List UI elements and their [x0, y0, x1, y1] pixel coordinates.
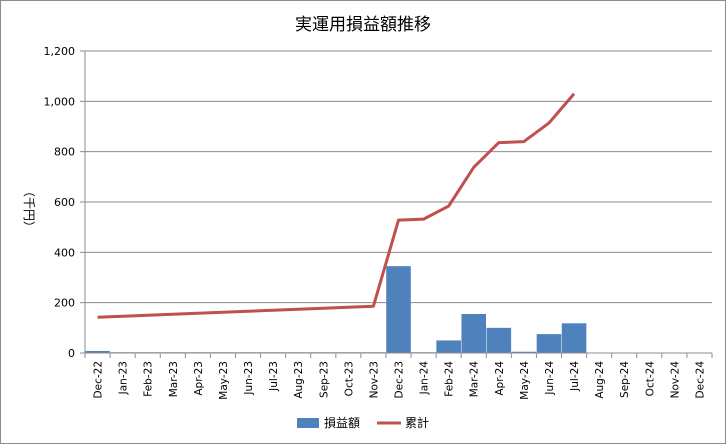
- legend-label-bar: 損益額: [324, 415, 360, 430]
- y-tick-label: 1,200: [44, 45, 76, 58]
- x-tick-label: Jan-23: [118, 361, 130, 395]
- x-tick-label: Jul-24: [569, 361, 581, 392]
- x-tick-label: Feb-24: [444, 361, 456, 397]
- x-tick-label: May-24: [519, 361, 531, 400]
- bar-Jul-24: [561, 323, 587, 353]
- x-tick-label: Nov-23: [368, 361, 380, 398]
- x-tick-label: Jun-24: [544, 361, 556, 396]
- x-tick-label: Dec-23: [394, 361, 406, 398]
- bar-Dec-23: [386, 266, 411, 353]
- bar-Mar-24: [461, 313, 487, 353]
- x-tick-label: Aug-24: [594, 361, 606, 399]
- x-tick-label: Mar-23: [168, 361, 180, 397]
- legend-label-line: 累計: [405, 415, 429, 430]
- bar-May-24: [511, 351, 537, 353]
- x-tick-labels: Dec-22 Jan-23 Feb-23 Mar-23 Apr-23 May-23 Jun-…: [93, 361, 707, 400]
- y-axis-label: （千円）: [22, 185, 36, 233]
- x-tick-label: Jul-23: [268, 361, 280, 392]
- x-tick-label: Nov-24: [669, 361, 681, 399]
- x-tick-label: Oct-24: [644, 361, 656, 397]
- y-tick-labels: 0 200 400 600 800 1,000 1,200: [44, 45, 76, 360]
- x-tick-label: Jun-23: [243, 361, 255, 396]
- x-tick-label: Apr-24: [494, 361, 506, 396]
- y-tick-label: 200: [54, 297, 75, 310]
- x-tick-label: Aug-23: [293, 361, 305, 399]
- y-tick-label: 1,000: [44, 95, 76, 108]
- x-tick-label: Sep-24: [619, 361, 631, 398]
- x-tick-label: Dec-24: [694, 361, 706, 399]
- bar-Jun-24: [536, 334, 562, 353]
- bar-series: [85, 266, 587, 353]
- y-tick-label: 800: [54, 146, 75, 159]
- line-series: [97, 92, 576, 319]
- line-累計: [97, 92, 576, 319]
- x-tick-label: Feb-23: [143, 361, 155, 397]
- legend: 損益額 累計: [297, 415, 429, 430]
- x-tick-label: Oct-23: [343, 361, 355, 396]
- y-tick-label: 600: [54, 196, 75, 209]
- gridlines: [85, 50, 712, 354]
- bar-Apr-24: [486, 327, 512, 353]
- y-tick-label: 400: [54, 246, 75, 259]
- x-tick-label: Mar-24: [469, 361, 481, 398]
- bar-Dec-22: [85, 350, 110, 353]
- chart-title: 実運用損益額推移: [295, 15, 431, 35]
- x-tick-label: May-23: [218, 361, 230, 400]
- axes: [80, 50, 713, 358]
- x-tick-label: Sep-23: [318, 361, 330, 398]
- y-tick-label: 0: [68, 347, 75, 360]
- x-tick-label: Apr-23: [193, 361, 205, 396]
- x-tick-label: Dec-22: [93, 361, 105, 398]
- x-tick-label: Jan-24: [419, 361, 431, 396]
- bar-Feb-24: [436, 340, 461, 353]
- legend-swatch-bar: [297, 418, 319, 428]
